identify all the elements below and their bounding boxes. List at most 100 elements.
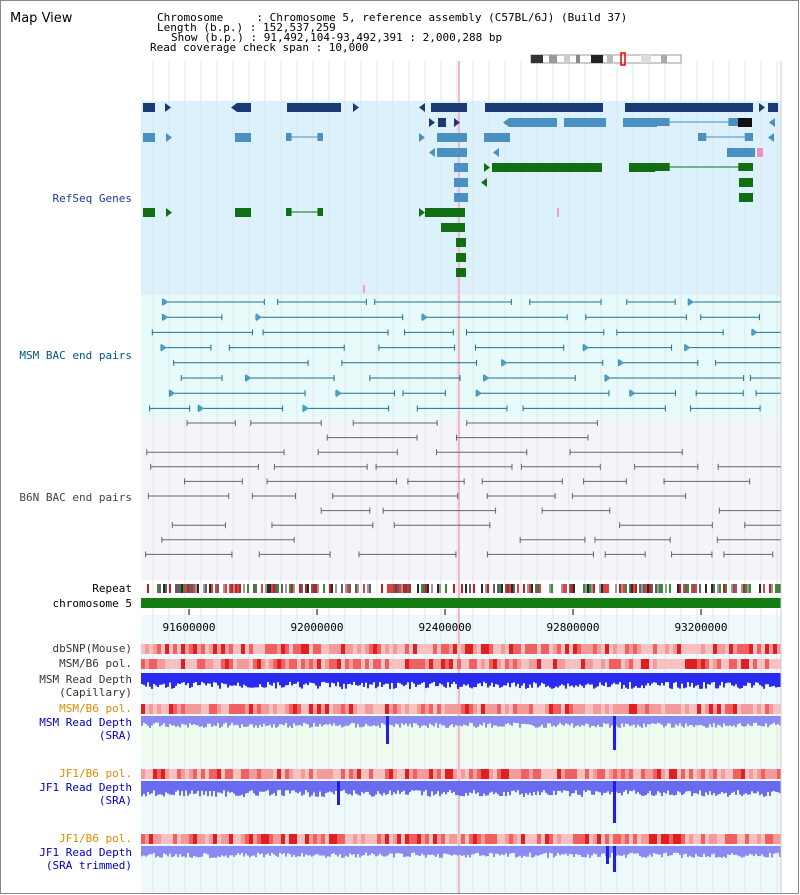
read-depth-spike xyxy=(337,781,340,805)
polymorphism-cell xyxy=(657,769,661,779)
read-depth-bar xyxy=(293,716,295,724)
polymorphism-cell xyxy=(189,704,193,714)
read-depth-bar xyxy=(745,781,747,794)
repeat-element xyxy=(487,584,489,593)
polymorphism-cell xyxy=(485,659,489,669)
read-depth-bar xyxy=(331,781,333,793)
polymorphism-cell xyxy=(601,769,605,779)
polymorphism-cell xyxy=(297,704,301,714)
read-depth-bar xyxy=(501,781,503,797)
polymorphism-cell xyxy=(189,834,193,844)
polymorphism-cell xyxy=(777,834,781,844)
read-depth-bar xyxy=(719,673,721,686)
polymorphism-cell xyxy=(425,644,429,654)
polymorphism-cell xyxy=(553,644,557,654)
read-depth-bar xyxy=(413,673,415,684)
bac-arrow xyxy=(605,374,612,382)
read-depth-bar xyxy=(405,846,407,857)
polymorphism-cell xyxy=(589,659,593,669)
read-depth-bar xyxy=(449,716,451,726)
polymorphism-cell xyxy=(561,644,565,654)
polymorphism-cell xyxy=(201,644,205,654)
read-depth-bar xyxy=(187,673,189,684)
polymorphism-cell xyxy=(309,704,313,714)
read-depth-bar xyxy=(375,673,377,689)
read-depth-bar xyxy=(519,846,521,856)
polymorphism-cell xyxy=(637,769,641,779)
polymorphism-cell xyxy=(709,834,713,844)
read-depth-bar xyxy=(647,716,649,725)
repeat-element xyxy=(177,584,179,593)
read-depth-bar xyxy=(303,673,305,685)
repeat-element xyxy=(387,584,389,593)
polymorphism-cell xyxy=(693,834,697,844)
polymorphism-cell xyxy=(565,704,569,714)
read-depth-bar xyxy=(425,716,427,726)
read-depth-bar xyxy=(333,716,335,724)
repeat-element xyxy=(181,584,183,593)
polymorphism-cell xyxy=(369,659,373,669)
read-depth-bar xyxy=(399,846,401,854)
polymorphism-cell xyxy=(677,704,681,714)
read-depth-bar xyxy=(495,673,497,684)
gene-arrow xyxy=(166,208,172,217)
polymorphism-cell xyxy=(677,769,681,779)
read-depth-bar xyxy=(255,781,257,796)
repeat-element xyxy=(193,584,195,593)
read-depth-bar xyxy=(661,673,663,684)
read-depth-bar xyxy=(433,846,435,856)
read-depth-bar xyxy=(439,846,441,858)
polymorphism-cell xyxy=(741,659,745,669)
read-depth-bar xyxy=(633,846,635,854)
read-depth-bar xyxy=(651,673,653,684)
read-depth-bar xyxy=(765,781,767,796)
read-depth-bar xyxy=(603,716,605,723)
repeat-element xyxy=(265,584,267,593)
read-depth-bar xyxy=(269,673,271,685)
repeat-element xyxy=(501,584,503,593)
bac-arrow xyxy=(583,343,590,352)
repeat-element xyxy=(649,584,651,593)
repeat-element xyxy=(395,584,397,593)
polymorphism-cell xyxy=(229,769,233,779)
polymorphism-cell xyxy=(373,659,377,669)
read-depth-bar xyxy=(409,673,411,689)
read-depth-bar xyxy=(207,716,209,724)
read-depth-bar xyxy=(163,846,165,854)
read-depth-bar xyxy=(311,673,313,683)
polymorphism-cell xyxy=(665,704,669,714)
gene-block xyxy=(287,103,341,112)
repeat-element xyxy=(473,584,475,593)
repeat-element xyxy=(191,584,193,593)
read-depth-bar xyxy=(631,716,633,726)
read-depth-bar xyxy=(397,846,399,854)
read-depth-bar xyxy=(739,781,741,795)
repeat-element xyxy=(591,584,593,593)
read-depth-bar xyxy=(577,716,579,726)
read-depth-bar xyxy=(453,846,455,855)
repeat-element xyxy=(163,584,165,593)
polymorphism-cell xyxy=(537,644,541,654)
read-depth-bar xyxy=(141,673,143,685)
polymorphism-cell xyxy=(629,644,633,654)
polymorphism-cell xyxy=(497,769,501,779)
read-depth-bar xyxy=(343,673,345,684)
polymorphism-cell xyxy=(225,644,229,654)
read-depth-bar xyxy=(391,716,393,726)
polymorphism-cell xyxy=(361,659,365,669)
repeat-element xyxy=(223,584,225,593)
bac-arrow xyxy=(161,343,168,352)
read-depth-bar xyxy=(419,846,421,856)
repeat-element xyxy=(713,584,715,593)
read-depth-bar xyxy=(661,781,663,797)
read-depth-bar xyxy=(481,673,483,687)
read-depth-bar xyxy=(629,716,631,727)
read-depth-bar xyxy=(567,673,569,684)
polymorphism-cell xyxy=(329,644,333,654)
read-depth-bar xyxy=(555,781,557,795)
polymorphism-cell xyxy=(421,644,425,654)
repeat-element xyxy=(493,584,495,593)
read-depth-bar xyxy=(679,781,681,793)
polymorphism-cell xyxy=(481,704,485,714)
